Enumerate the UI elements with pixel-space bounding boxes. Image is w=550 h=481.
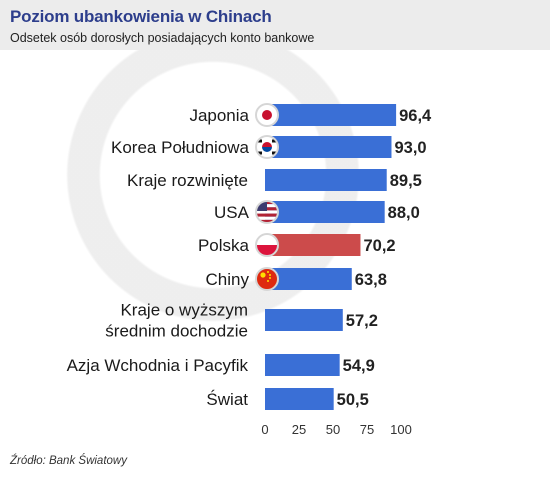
bar-row: Chiny 63,8 <box>206 267 387 291</box>
value-label: 89,5 <box>390 172 422 190</box>
chart-title: Poziom ubankowienia w Chinach <box>10 7 272 26</box>
chart-header: Poziom ubankowienia w Chinach Odsetek os… <box>0 0 550 50</box>
bar <box>265 234 361 256</box>
category-label: Kraje o wyższym średnim dochodzie <box>105 301 248 341</box>
category-label: Azja Wchodnia i Pacyfik <box>67 356 249 375</box>
bar <box>265 388 334 410</box>
category-label: Korea Południowa <box>111 138 250 157</box>
bar-row: Kraje rozwinięte 89,5 <box>127 169 422 191</box>
usa-flag-icon <box>255 200 279 224</box>
japan-flag-icon <box>255 103 279 127</box>
bar-row: Polska 70,2 <box>198 233 396 257</box>
category-label: Japonia <box>189 106 249 125</box>
bar <box>265 104 397 126</box>
chart-subtitle: Odsetek osób dorosłych posiadających kon… <box>10 31 315 45</box>
tick-label: 100 <box>390 422 412 437</box>
bar <box>265 201 385 223</box>
value-label: 70,2 <box>363 237 395 255</box>
china-flag-icon <box>255 267 279 291</box>
value-label: 93,0 <box>394 139 426 157</box>
bar <box>265 309 343 331</box>
category-label: Świat <box>206 390 248 409</box>
bar <box>265 169 387 191</box>
bar-row: Japonia 96,4 <box>189 103 432 127</box>
bar <box>265 268 352 290</box>
value-label: 57,2 <box>346 312 378 330</box>
tick-label: 25 <box>292 422 306 437</box>
value-label: 88,0 <box>388 204 420 222</box>
tick-label: 50 <box>326 422 340 437</box>
category-label: Chiny <box>206 270 250 289</box>
x-axis-ticks: 0 25 50 75 100 <box>261 422 411 437</box>
bar-row: USA 88,0 <box>214 200 420 224</box>
bar-row: Świat 50,5 <box>206 388 369 410</box>
value-label: 96,4 <box>399 107 432 125</box>
bar <box>265 354 340 376</box>
source-note: Źródło: Bank Światowy <box>10 455 127 467</box>
category-label: USA <box>214 203 250 222</box>
value-label: 50,5 <box>337 391 369 409</box>
category-label: Kraje rozwinięte <box>127 171 248 190</box>
bar-row: Korea Południowa 93,0 <box>111 135 427 159</box>
bar-row: Kraje o wyższym średnim dochodzie 57,2 <box>105 301 378 341</box>
value-label: 54,9 <box>343 357 375 375</box>
bar-row: Azja Wchodnia i Pacyfik 54,9 <box>67 354 375 376</box>
category-label: Polska <box>198 236 250 255</box>
value-label: 63,8 <box>355 271 387 289</box>
bar <box>265 136 392 158</box>
tick-label: 75 <box>360 422 374 437</box>
tick-label: 0 <box>261 422 268 437</box>
poland-flag-icon <box>255 233 279 257</box>
south-korea-flag-icon <box>255 135 279 159</box>
